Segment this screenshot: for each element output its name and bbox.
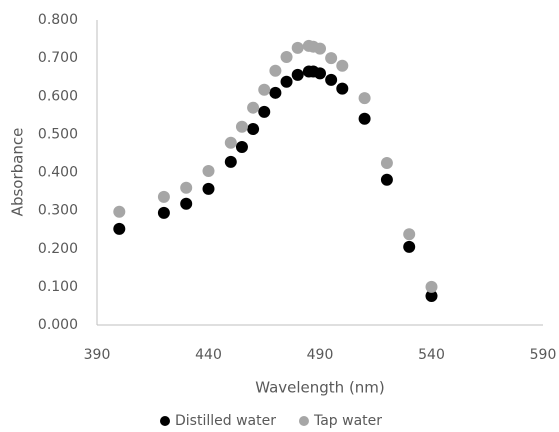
point bbox=[425, 280, 438, 293]
point bbox=[269, 64, 282, 77]
point bbox=[380, 173, 393, 186]
point bbox=[425, 290, 438, 303]
point bbox=[280, 75, 293, 88]
point bbox=[113, 205, 126, 218]
y-tick-label: 0.200 bbox=[38, 241, 78, 257]
x-tick-label: 590 bbox=[530, 347, 557, 363]
point bbox=[314, 67, 326, 80]
point bbox=[291, 68, 304, 81]
point bbox=[224, 155, 237, 168]
point bbox=[157, 206, 170, 219]
point bbox=[258, 83, 271, 96]
point bbox=[358, 112, 371, 125]
point bbox=[180, 181, 193, 194]
x-tick-label: 440 bbox=[195, 347, 222, 363]
x-tick-label: 540 bbox=[418, 347, 445, 363]
point bbox=[247, 101, 260, 114]
y-axis-label: Absorbance bbox=[9, 128, 27, 217]
point bbox=[325, 52, 338, 65]
y-tick-label: 0.700 bbox=[38, 50, 78, 66]
y-tick-label: 0.800 bbox=[38, 12, 78, 28]
point bbox=[380, 156, 393, 169]
point bbox=[314, 42, 326, 55]
y-tick-label: 0.000 bbox=[38, 317, 78, 333]
point bbox=[113, 222, 126, 235]
point bbox=[336, 59, 349, 72]
point bbox=[202, 164, 215, 177]
legend-marker bbox=[160, 416, 170, 426]
x-tick-label: 490 bbox=[307, 347, 334, 363]
point bbox=[336, 82, 349, 95]
point bbox=[180, 197, 193, 210]
point bbox=[403, 228, 416, 241]
y-tick-label: 0.100 bbox=[38, 279, 78, 295]
point bbox=[403, 240, 416, 253]
point bbox=[258, 105, 271, 118]
point bbox=[202, 182, 215, 195]
point bbox=[247, 123, 260, 136]
x-tick-label: 390 bbox=[84, 347, 111, 363]
y-tick-label: 0.400 bbox=[38, 165, 78, 181]
legend-label: Distilled water bbox=[175, 413, 276, 429]
legend-label: Tap water bbox=[313, 413, 382, 429]
y-tick-label: 0.300 bbox=[38, 203, 78, 219]
y-tick-label: 0.600 bbox=[38, 88, 78, 104]
y-tick-label: 0.500 bbox=[38, 126, 78, 142]
point bbox=[235, 140, 248, 153]
point bbox=[224, 136, 237, 149]
point bbox=[157, 190, 170, 203]
point bbox=[291, 41, 304, 54]
legend-marker bbox=[298, 416, 309, 426]
point bbox=[269, 86, 282, 99]
point bbox=[325, 73, 338, 86]
point bbox=[235, 120, 248, 133]
point bbox=[358, 92, 371, 105]
x-axis-label: Wavelength (nm) bbox=[255, 379, 385, 397]
point bbox=[280, 50, 293, 63]
